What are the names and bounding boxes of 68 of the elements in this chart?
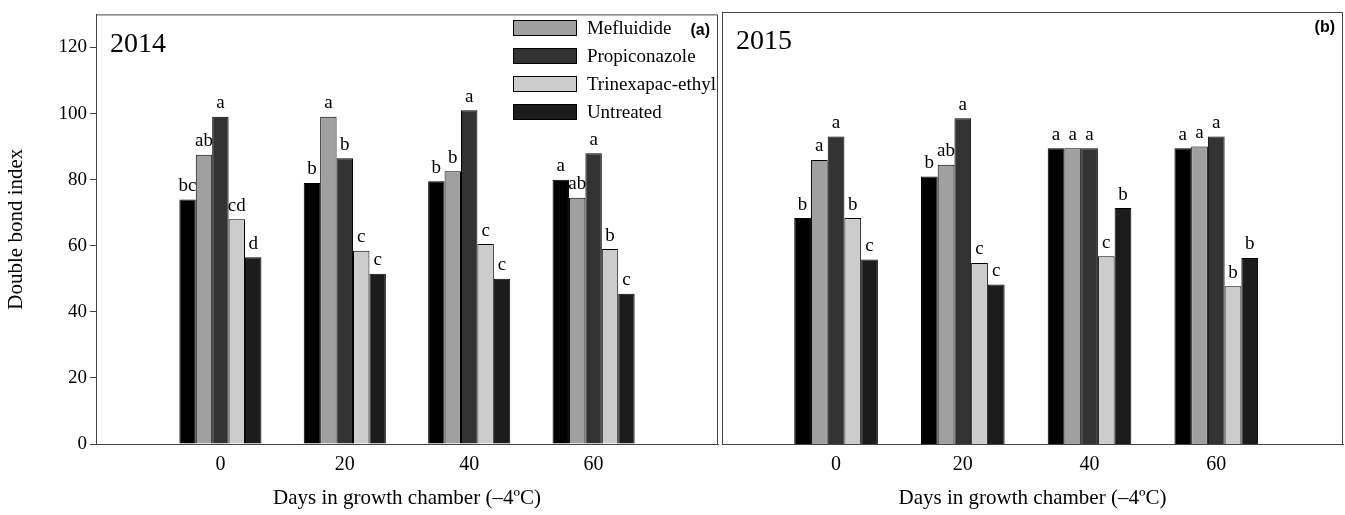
data-label: b (1244, 232, 1255, 254)
chart-title: 2015 (736, 24, 792, 56)
data-label: a (831, 111, 841, 133)
data-label: c (497, 253, 507, 275)
data-label: a (464, 84, 474, 106)
legend-label: Propiconazole (586, 44, 696, 68)
data-label: c (373, 248, 382, 270)
data-label: b (431, 155, 442, 177)
data-label: b (307, 157, 317, 179)
bar (1174, 148, 1192, 444)
data-label: b (924, 150, 935, 172)
chart-title: 2014 (110, 26, 166, 58)
x-tick-label: 0 (215, 452, 226, 475)
legend-label: Mefluidide (586, 16, 672, 40)
x-tick-label: 20 (334, 452, 355, 475)
data-label: a (1178, 122, 1188, 144)
data-label: a (958, 92, 968, 114)
data-label: b (848, 192, 858, 214)
data-label: c (1102, 230, 1111, 252)
data-label: ab (937, 139, 956, 161)
x-axis-title: Days in growth chamber (–4ºC) (898, 484, 1167, 509)
y-tick-label: 80 (68, 167, 87, 189)
x-axis-title: Days in growth chamber (–4ºC) (273, 484, 541, 509)
y-tick-label: 20 (68, 365, 87, 387)
data-label: b (605, 223, 615, 245)
legend-label: Trinexapac-ethyl (586, 72, 716, 96)
x-tick-label: 60 (1206, 452, 1227, 475)
data-label: d (248, 231, 259, 253)
bar (303, 182, 321, 444)
annotation: (b) (1314, 18, 1335, 36)
data-label: b (340, 132, 350, 154)
y-tick-label: 120 (58, 35, 87, 57)
data-label: a (1195, 121, 1205, 143)
y-tick-label: 0 (77, 431, 87, 453)
data-label: a (216, 91, 226, 113)
data-label: b (1118, 182, 1128, 204)
data-label: a (589, 127, 599, 149)
data-label: b (1228, 260, 1238, 282)
y-tick-label: 40 (68, 299, 87, 321)
legend-label: Untreated (586, 100, 662, 124)
x-tick-label: 40 (1079, 452, 1100, 475)
data-label: cd (227, 193, 247, 215)
data-label: a (1068, 122, 1078, 144)
data-label: a (815, 134, 825, 156)
data-label: b (448, 145, 458, 167)
data-label: c (865, 234, 874, 256)
data-label: ab (568, 172, 587, 194)
x-tick-label: 0 (831, 452, 842, 475)
data-label: c (975, 237, 984, 259)
data-label: c (622, 268, 631, 290)
y-tick-label: 60 (68, 233, 87, 255)
annotation: (a) (690, 20, 710, 38)
data-label: b (797, 192, 808, 214)
data-label: bc (178, 173, 197, 195)
data-label: c (481, 218, 490, 240)
x-tick-label: 40 (459, 452, 480, 475)
bar (1047, 148, 1065, 444)
data-label: a (324, 91, 334, 113)
data-label: c (992, 258, 1001, 280)
y-tick-label: 100 (58, 101, 87, 123)
data-label: a (1051, 122, 1061, 144)
y-axis-title: Double bond index (3, 148, 28, 310)
x-tick-label: 60 (583, 452, 604, 475)
x-tick-label: 20 (952, 452, 973, 475)
data-label: a (1212, 111, 1222, 133)
data-label: c (357, 225, 366, 247)
data-label: a (556, 154, 566, 176)
data-label: a (1085, 122, 1095, 144)
